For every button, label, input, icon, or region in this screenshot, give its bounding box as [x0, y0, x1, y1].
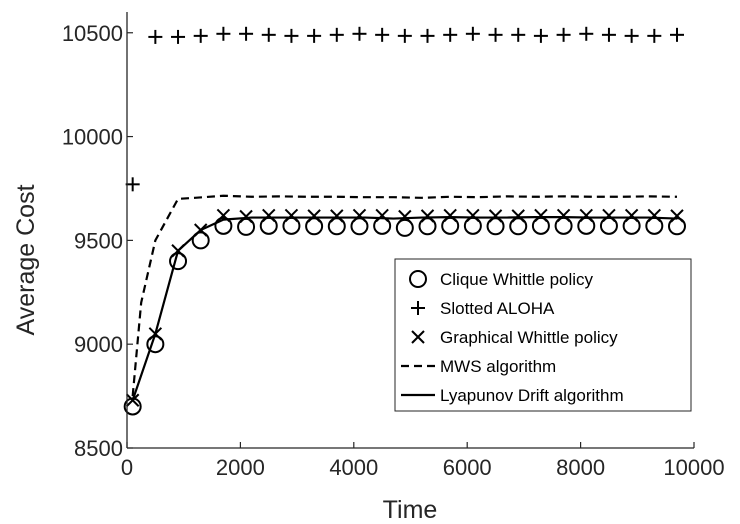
graphical-whittle-policy-point: [556, 208, 571, 223]
graphical-whittle-policy-point: [602, 208, 616, 223]
legend-item-clique-whittle-policy: Clique Whittle policy: [409, 270, 594, 289]
mws-algorithm-line: [131, 194, 678, 397]
graphical-whittle-policy-point: [647, 208, 662, 223]
slotted-aloha-point: [465, 26, 480, 41]
legend-marker-swatch: [409, 270, 427, 288]
legend-item-slotted-aloha: Slotted ALOHA: [411, 299, 555, 318]
graphical-whittle-policy-point: [534, 208, 548, 223]
legend-label: MWS algorithm: [440, 357, 556, 376]
y-tick-label: 9500: [74, 228, 123, 253]
y-tick-label: 10500: [62, 21, 123, 46]
slotted-aloha-point: [375, 27, 390, 42]
slotted-aloha-point: [443, 27, 458, 42]
slotted-aloha-point: [261, 27, 276, 42]
graphical-whittle-policy-point: [511, 209, 525, 223]
slotted-aloha-point: [533, 28, 548, 43]
y-tick-label: 10000: [62, 125, 123, 150]
slotted-aloha-point: [669, 27, 684, 42]
x-tick-label: 6000: [443, 455, 492, 480]
slotted-aloha-point: [239, 26, 254, 41]
legend: Clique Whittle policy Slotted ALOHA Graphi…: [394, 258, 692, 412]
graphical-whittle-policy-point: [352, 208, 367, 223]
legend-item-lyapunov-drift-algorithm: Lyapunov Drift algorithm: [401, 386, 624, 405]
clique-whittle-policy-point: [214, 216, 233, 235]
slotted-aloha-point: [601, 27, 616, 42]
graphical-whittle-policy-point: [330, 209, 344, 223]
slotted-aloha-point: [307, 28, 322, 43]
legend-label: Graphical Whittle policy: [440, 328, 618, 347]
slotted-aloha-point: [193, 28, 208, 43]
graphical-whittle-policy-point: [579, 208, 593, 223]
axes: 0 2000 4000 6000 8000 10000 8500 9000 9500 10000 1…: [62, 12, 725, 480]
x-tick-label: 2000: [216, 455, 265, 480]
graphical-whittle-policy-point: [443, 208, 457, 223]
slotted-aloha-point: [125, 177, 140, 192]
y-tick-label: 9000: [74, 332, 123, 357]
legend-box: [394, 258, 692, 412]
slotted-aloha-markers: [125, 26, 684, 192]
slotted-aloha-point: [352, 26, 367, 41]
x-axis-label: Time: [383, 496, 438, 524]
slotted-aloha-point: [556, 27, 571, 42]
legend-label: Slotted ALOHA: [440, 299, 555, 318]
graphical-whittle-policy-point: [466, 208, 480, 223]
slotted-aloha-point: [420, 28, 435, 43]
clique-whittle-policy-point: [395, 218, 414, 237]
legend-label: Lyapunov Drift algorithm: [440, 386, 624, 405]
graphical-whittle-policy-point: [262, 208, 276, 223]
x-tick-label: 10000: [663, 455, 724, 480]
legend-item-graphical-whittle-policy: Graphical Whittle policy: [411, 328, 618, 347]
slotted-aloha-point: [329, 27, 344, 42]
y-axis-label: Average Cost: [12, 184, 40, 335]
slotted-aloha-point: [511, 27, 526, 42]
slotted-aloha-point: [284, 28, 299, 43]
graphical-whittle-policy-point: [420, 209, 435, 223]
slotted-aloha-point: [148, 29, 163, 44]
x-tick-label: 8000: [556, 455, 605, 480]
chart-marks: [123, 26, 686, 416]
y-tick-label: 8500: [74, 436, 123, 461]
slotted-aloha-point: [579, 26, 594, 41]
graphical-whittle-policy-point: [398, 209, 412, 224]
graphical-whittle-policy-point: [307, 209, 321, 223]
legend-label: Clique Whittle policy: [440, 270, 594, 289]
legend-marker-swatch: [411, 301, 425, 315]
graphical-whittle-policy-point: [239, 209, 253, 224]
graphical-whittle-policy-point: [670, 209, 684, 223]
slotted-aloha-point: [216, 26, 231, 41]
graphical-whittle-policy-point: [488, 209, 503, 223]
clique-whittle-policy-point: [191, 231, 210, 250]
slotted-aloha-point: [488, 27, 503, 42]
slotted-aloha-point: [624, 28, 639, 43]
slotted-aloha-point: [397, 28, 412, 43]
graphical-whittle-policy-point: [284, 208, 299, 223]
slotted-aloha-point: [171, 29, 186, 44]
legend-marker-swatch: [411, 330, 425, 344]
slotted-aloha-point: [647, 28, 662, 43]
graphical-whittle-policy-markers: [125, 208, 684, 407]
legend-item-mws-algorithm: MWS algorithm: [401, 357, 556, 376]
lyapunov-drift-algorithm-line: [131, 216, 678, 401]
x-tick-label: 0: [121, 455, 133, 480]
x-tick-label: 4000: [329, 455, 378, 480]
graphical-whittle-policy-point: [375, 208, 389, 223]
graphical-whittle-policy-point: [624, 208, 639, 223]
